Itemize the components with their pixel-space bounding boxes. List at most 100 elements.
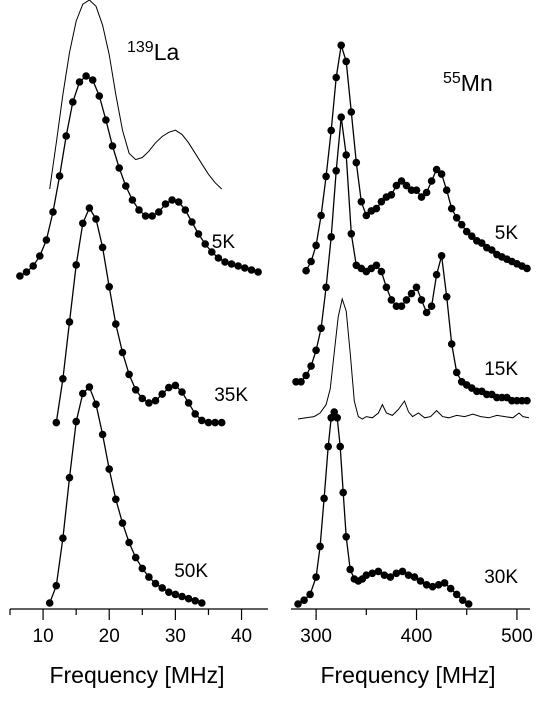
mn-data-point [346, 565, 355, 574]
mn-x-tick-label: 300 [300, 626, 332, 647]
la-data-point [102, 116, 110, 124]
mn-data-point [398, 567, 407, 576]
mn-data-point [320, 494, 328, 503]
la-data-point [145, 399, 153, 407]
mn-x-axis-title: Frequency [MHz] [320, 662, 495, 688]
mn-data-point [312, 241, 320, 250]
mn-data-point [362, 571, 371, 579]
mn-data-point [452, 590, 461, 599]
mn-data-point [294, 600, 302, 608]
mn-data-point [468, 232, 476, 240]
mn-data-point [404, 571, 413, 579]
la-data-point [198, 416, 206, 425]
mn-data-point [347, 108, 356, 116]
la-data-point [79, 389, 87, 398]
la-data-point [29, 262, 37, 270]
mn-data-point [374, 567, 383, 576]
la-data-point [131, 386, 140, 394]
mn-x-tick-label: 500 [501, 626, 533, 647]
mn-data-point [312, 346, 320, 355]
mn-data-point [357, 197, 366, 206]
la-data-point [92, 400, 100, 409]
mn-data-point [387, 296, 396, 304]
mn-data-point [347, 230, 356, 238]
la-data-point [208, 248, 216, 256]
la-data-point [49, 208, 57, 216]
la-data-point [65, 318, 74, 326]
la-data-point [151, 396, 160, 405]
la-data-point [184, 594, 193, 603]
la-data-point [141, 212, 150, 220]
mn-data-point [307, 257, 315, 266]
mn-series-5k [302, 41, 531, 275]
mn-data-point [327, 233, 336, 241]
mn-data-point [422, 581, 431, 589]
la-data-point [194, 230, 203, 238]
mn-data-point [458, 596, 467, 604]
la-data-point [178, 388, 186, 396]
la-data-point [72, 261, 80, 269]
la-data-point [135, 206, 143, 214]
la-data-point [112, 320, 120, 328]
mn-data-point [352, 158, 361, 167]
mn-data-point [368, 569, 377, 578]
mn-data-point [457, 220, 466, 229]
la-data-point [138, 394, 147, 403]
mn-data-point [427, 177, 436, 185]
mn-data-point [312, 573, 320, 581]
la-data-point [92, 215, 100, 223]
la-data-point [59, 375, 67, 383]
la-temperature-label: 5K [212, 232, 236, 253]
la-data-point [65, 473, 74, 482]
mn-data-point [488, 246, 496, 254]
la-data-point [158, 390, 166, 398]
la-data-point [227, 260, 236, 268]
la-data-point [72, 417, 80, 426]
la-x-tick-label: 40 [231, 626, 252, 647]
mn-data-point [523, 264, 531, 273]
mn-data-point [307, 362, 315, 370]
la-data-point [118, 348, 127, 357]
la-data-point [131, 553, 140, 562]
la-data-point [105, 283, 113, 291]
mn-data-point [306, 590, 314, 599]
mn-series-15k [292, 113, 531, 405]
mn-data-point [302, 266, 310, 275]
la-data-point [188, 218, 196, 226]
mn-data-point [523, 396, 531, 405]
mn-data-point [327, 126, 336, 135]
la-nucleus-label: 139La [127, 39, 179, 65]
la-data-point [155, 208, 163, 216]
la-panel: 139La Frequency [MHz] 10 20 30 40 5K 35K 50K [9, 0, 268, 688]
mn-data-point [324, 442, 333, 451]
mn-data-point [427, 302, 436, 311]
mn-data-point [386, 573, 395, 581]
mn-data-point [432, 270, 441, 279]
mn-data-point [462, 227, 471, 236]
mn-data-point [372, 261, 381, 270]
mn-series-30k [294, 408, 473, 608]
mn-data-point [452, 368, 461, 377]
la-data-point [115, 164, 123, 172]
la-data-point [148, 212, 156, 220]
mn-data-point [417, 296, 426, 304]
la-data-point [198, 599, 206, 607]
la-data-point [254, 268, 262, 276]
mn-x-tick-label: 400 [401, 626, 433, 647]
mn-data-point [397, 177, 406, 185]
la-data-point [22, 268, 31, 276]
la-series-5k [16, 72, 262, 280]
mn-data-point [337, 113, 346, 121]
mn-data-point [440, 579, 449, 587]
la-data-point [98, 243, 107, 252]
la-x-axis-title: Frequency [MHz] [49, 662, 224, 688]
la-data-point [221, 258, 229, 266]
la-temperature-label: 35K [214, 385, 248, 406]
mn-data-point [317, 211, 325, 220]
la-data-point [165, 588, 173, 596]
mn-data-point [297, 378, 305, 386]
mn-data-point [442, 293, 451, 301]
mn-data-point [397, 302, 406, 311]
la-data-point [88, 76, 97, 84]
